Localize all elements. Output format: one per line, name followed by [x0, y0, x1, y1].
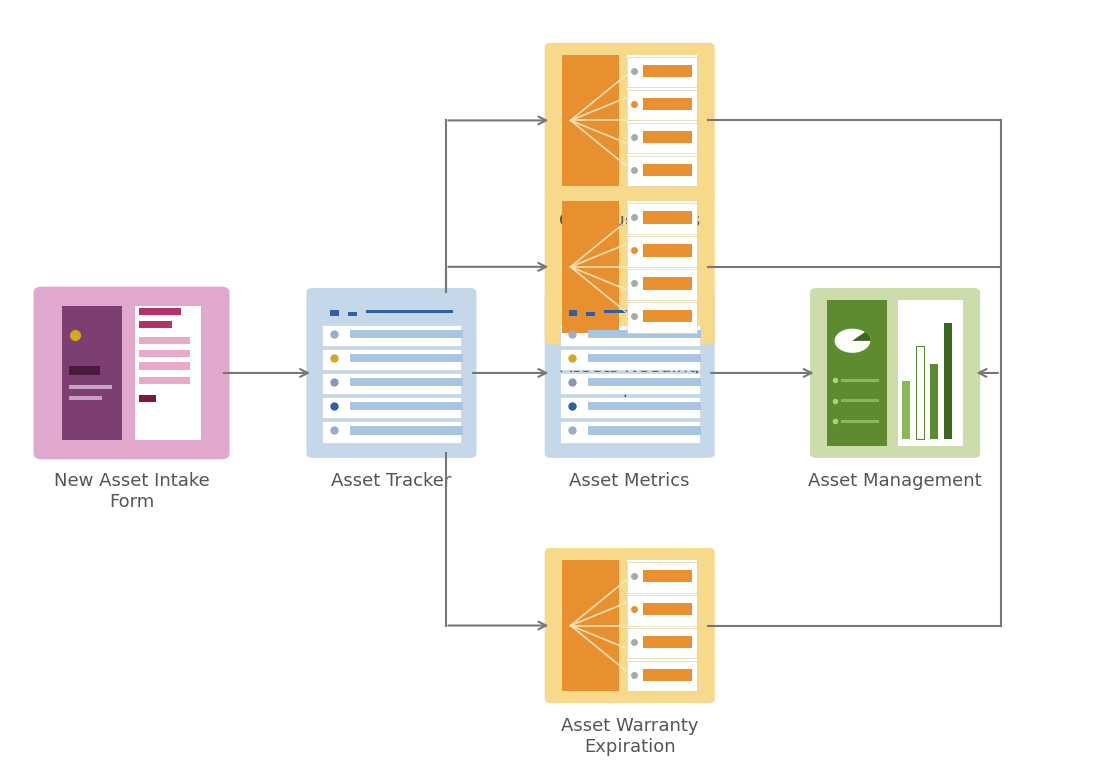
- Bar: [138, 308, 181, 315]
- Bar: [903, 381, 911, 439]
- Bar: [321, 324, 462, 346]
- Bar: [562, 560, 619, 691]
- FancyBboxPatch shape: [306, 288, 476, 458]
- Bar: [643, 277, 692, 290]
- FancyBboxPatch shape: [545, 548, 715, 703]
- Bar: [321, 349, 462, 370]
- Bar: [562, 201, 619, 333]
- Bar: [135, 305, 202, 440]
- Bar: [365, 310, 453, 313]
- Bar: [562, 54, 619, 186]
- Bar: [69, 366, 100, 374]
- Bar: [643, 310, 692, 322]
- Bar: [559, 373, 700, 394]
- Bar: [321, 397, 462, 418]
- Bar: [69, 385, 112, 389]
- Bar: [350, 402, 463, 410]
- FancyBboxPatch shape: [34, 287, 229, 459]
- Wedge shape: [852, 332, 870, 341]
- Bar: [627, 594, 698, 626]
- FancyBboxPatch shape: [545, 43, 715, 198]
- Bar: [138, 350, 190, 357]
- Bar: [568, 310, 577, 316]
- Bar: [321, 421, 462, 443]
- Bar: [643, 669, 692, 681]
- Text: New Asset Intake
Form: New Asset Intake Form: [54, 472, 210, 511]
- Bar: [588, 426, 701, 435]
- Bar: [350, 426, 463, 435]
- Text: Asset Management: Asset Management: [808, 472, 982, 490]
- Bar: [643, 570, 692, 582]
- FancyBboxPatch shape: [545, 189, 715, 344]
- Bar: [627, 236, 698, 267]
- Bar: [321, 373, 462, 394]
- Bar: [559, 421, 700, 443]
- Bar: [827, 300, 887, 446]
- Text: Asset Metrics: Asset Metrics: [569, 472, 690, 490]
- Bar: [897, 300, 963, 446]
- Bar: [138, 363, 190, 370]
- Bar: [559, 324, 700, 346]
- Bar: [627, 90, 698, 120]
- Bar: [627, 269, 698, 300]
- Bar: [643, 163, 692, 176]
- Bar: [627, 123, 698, 153]
- Bar: [627, 203, 698, 234]
- Bar: [350, 354, 463, 362]
- Text: Assets Needing
Repair: Assets Needing Repair: [561, 358, 700, 397]
- Bar: [627, 561, 698, 593]
- Wedge shape: [835, 329, 870, 353]
- Bar: [643, 97, 692, 110]
- Bar: [588, 402, 701, 410]
- Bar: [138, 321, 172, 328]
- Bar: [348, 312, 357, 316]
- Bar: [643, 130, 692, 143]
- Text: Overdue Assets: Overdue Assets: [559, 212, 700, 230]
- FancyBboxPatch shape: [545, 288, 715, 458]
- Bar: [840, 379, 879, 381]
- Bar: [643, 603, 692, 615]
- Bar: [350, 330, 463, 338]
- Bar: [840, 420, 879, 423]
- Bar: [586, 312, 596, 316]
- Text: Asset Warranty
Expiration: Asset Warranty Expiration: [561, 717, 699, 755]
- Bar: [559, 397, 700, 418]
- Bar: [627, 156, 698, 186]
- Bar: [930, 364, 938, 439]
- Bar: [627, 57, 698, 87]
- Bar: [588, 378, 701, 387]
- Bar: [627, 627, 698, 658]
- Bar: [643, 636, 692, 648]
- Bar: [69, 397, 102, 400]
- Bar: [916, 346, 925, 439]
- Bar: [604, 310, 691, 313]
- FancyBboxPatch shape: [810, 288, 980, 458]
- Bar: [588, 354, 701, 362]
- Bar: [138, 395, 156, 402]
- Bar: [943, 323, 952, 439]
- Text: Asset Tracker: Asset Tracker: [331, 472, 452, 490]
- Bar: [627, 660, 698, 691]
- Bar: [643, 64, 692, 77]
- Bar: [330, 310, 339, 316]
- Bar: [627, 201, 698, 333]
- Bar: [643, 211, 692, 224]
- Bar: [138, 337, 190, 344]
- Bar: [138, 377, 190, 384]
- Bar: [559, 349, 700, 370]
- Bar: [643, 244, 692, 257]
- Bar: [350, 378, 463, 387]
- Bar: [627, 54, 698, 186]
- Bar: [588, 330, 701, 338]
- Bar: [627, 560, 698, 691]
- Bar: [627, 302, 698, 333]
- Bar: [61, 305, 122, 440]
- Bar: [840, 399, 879, 402]
